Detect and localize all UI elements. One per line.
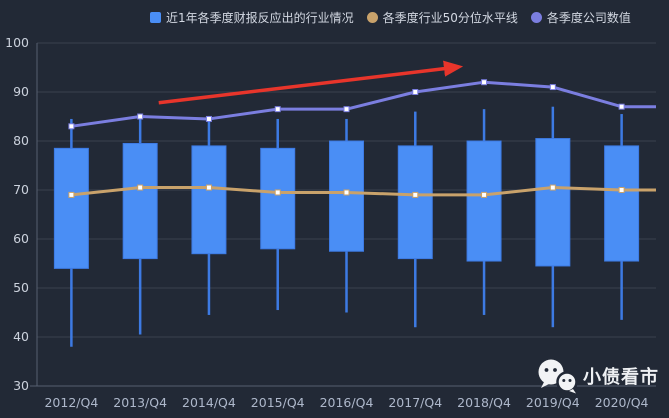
company-point bbox=[549, 84, 556, 91]
x-axis-label: 2019/Q4 bbox=[526, 395, 580, 410]
median-point bbox=[549, 184, 556, 191]
median-point bbox=[68, 191, 75, 198]
y-axis-label: 90 bbox=[13, 84, 29, 99]
company-point bbox=[205, 115, 212, 122]
candle-box bbox=[122, 142, 158, 260]
candle-box bbox=[466, 140, 502, 262]
y-axis-label: 50 bbox=[13, 280, 29, 295]
legend-circle-icon bbox=[366, 12, 378, 23]
y-axis-label: 60 bbox=[13, 231, 29, 246]
candle-box bbox=[191, 145, 227, 255]
company-point bbox=[137, 113, 144, 120]
median-line bbox=[71, 186, 656, 197]
x-axis-label: 2016/Q4 bbox=[320, 395, 374, 410]
trend-arrow bbox=[158, 60, 464, 105]
median-point bbox=[274, 189, 281, 196]
company-point bbox=[343, 106, 350, 113]
wechat-icon bbox=[538, 359, 578, 394]
candle-box bbox=[329, 140, 364, 252]
x-axis-label: 2014/Q4 bbox=[182, 395, 236, 410]
candle-box bbox=[535, 138, 571, 267]
company-point bbox=[412, 89, 419, 95]
median-point bbox=[137, 184, 144, 191]
median-point bbox=[205, 184, 212, 191]
x-axis-label: 2015/Q4 bbox=[251, 395, 305, 410]
y-axis-label: 70 bbox=[13, 182, 29, 197]
x-axis-label: 2013/Q4 bbox=[113, 395, 167, 410]
legend-label: 近1年各季度财报反应出的行业情况 bbox=[166, 11, 354, 25]
company-point bbox=[618, 103, 625, 110]
median-point bbox=[343, 189, 350, 196]
company-point bbox=[68, 123, 75, 130]
legend-circle-icon bbox=[530, 12, 542, 23]
company-point bbox=[481, 79, 488, 86]
x-axis-label: 2020/Q4 bbox=[595, 395, 649, 410]
y-axis-label: 40 bbox=[13, 329, 29, 344]
candle-box bbox=[260, 147, 296, 250]
legend-label: 各季度公司数值 bbox=[546, 11, 631, 25]
candle-box bbox=[53, 147, 89, 269]
legend-item-company-values[interactable]: 各季度公司数值 bbox=[530, 9, 631, 26]
x-axis-label: 2012/Q4 bbox=[44, 395, 98, 410]
legend: 近1年各季度财报反应出的行业情况 各季度行业50分位水平线 各季度公司数值 bbox=[150, 9, 631, 26]
median-point bbox=[618, 187, 625, 193]
legend-label: 各季度行业50分位水平线 bbox=[382, 11, 518, 25]
company-point bbox=[274, 106, 281, 113]
legend-item-box-series[interactable]: 近1年各季度财报反应出的行业情况 bbox=[150, 9, 354, 26]
legend-square-icon bbox=[150, 12, 161, 23]
median-point bbox=[412, 191, 419, 198]
watermark: 小债看市 bbox=[536, 358, 659, 394]
legend-item-median-line[interactable]: 各季度行业50分位水平线 bbox=[366, 9, 518, 26]
y-axis-label: 100 bbox=[5, 35, 29, 50]
company-line bbox=[71, 80, 656, 128]
candle-box bbox=[604, 145, 640, 262]
median-point bbox=[481, 191, 488, 198]
watermark-text: 小债看市 bbox=[583, 367, 659, 388]
x-axis-label: 2017/Q4 bbox=[388, 395, 442, 410]
y-axis-label: 80 bbox=[13, 133, 29, 148]
candle-box bbox=[397, 145, 433, 260]
x-axis-label: 2018/Q4 bbox=[457, 395, 511, 410]
y-axis-label: 30 bbox=[13, 378, 29, 393]
